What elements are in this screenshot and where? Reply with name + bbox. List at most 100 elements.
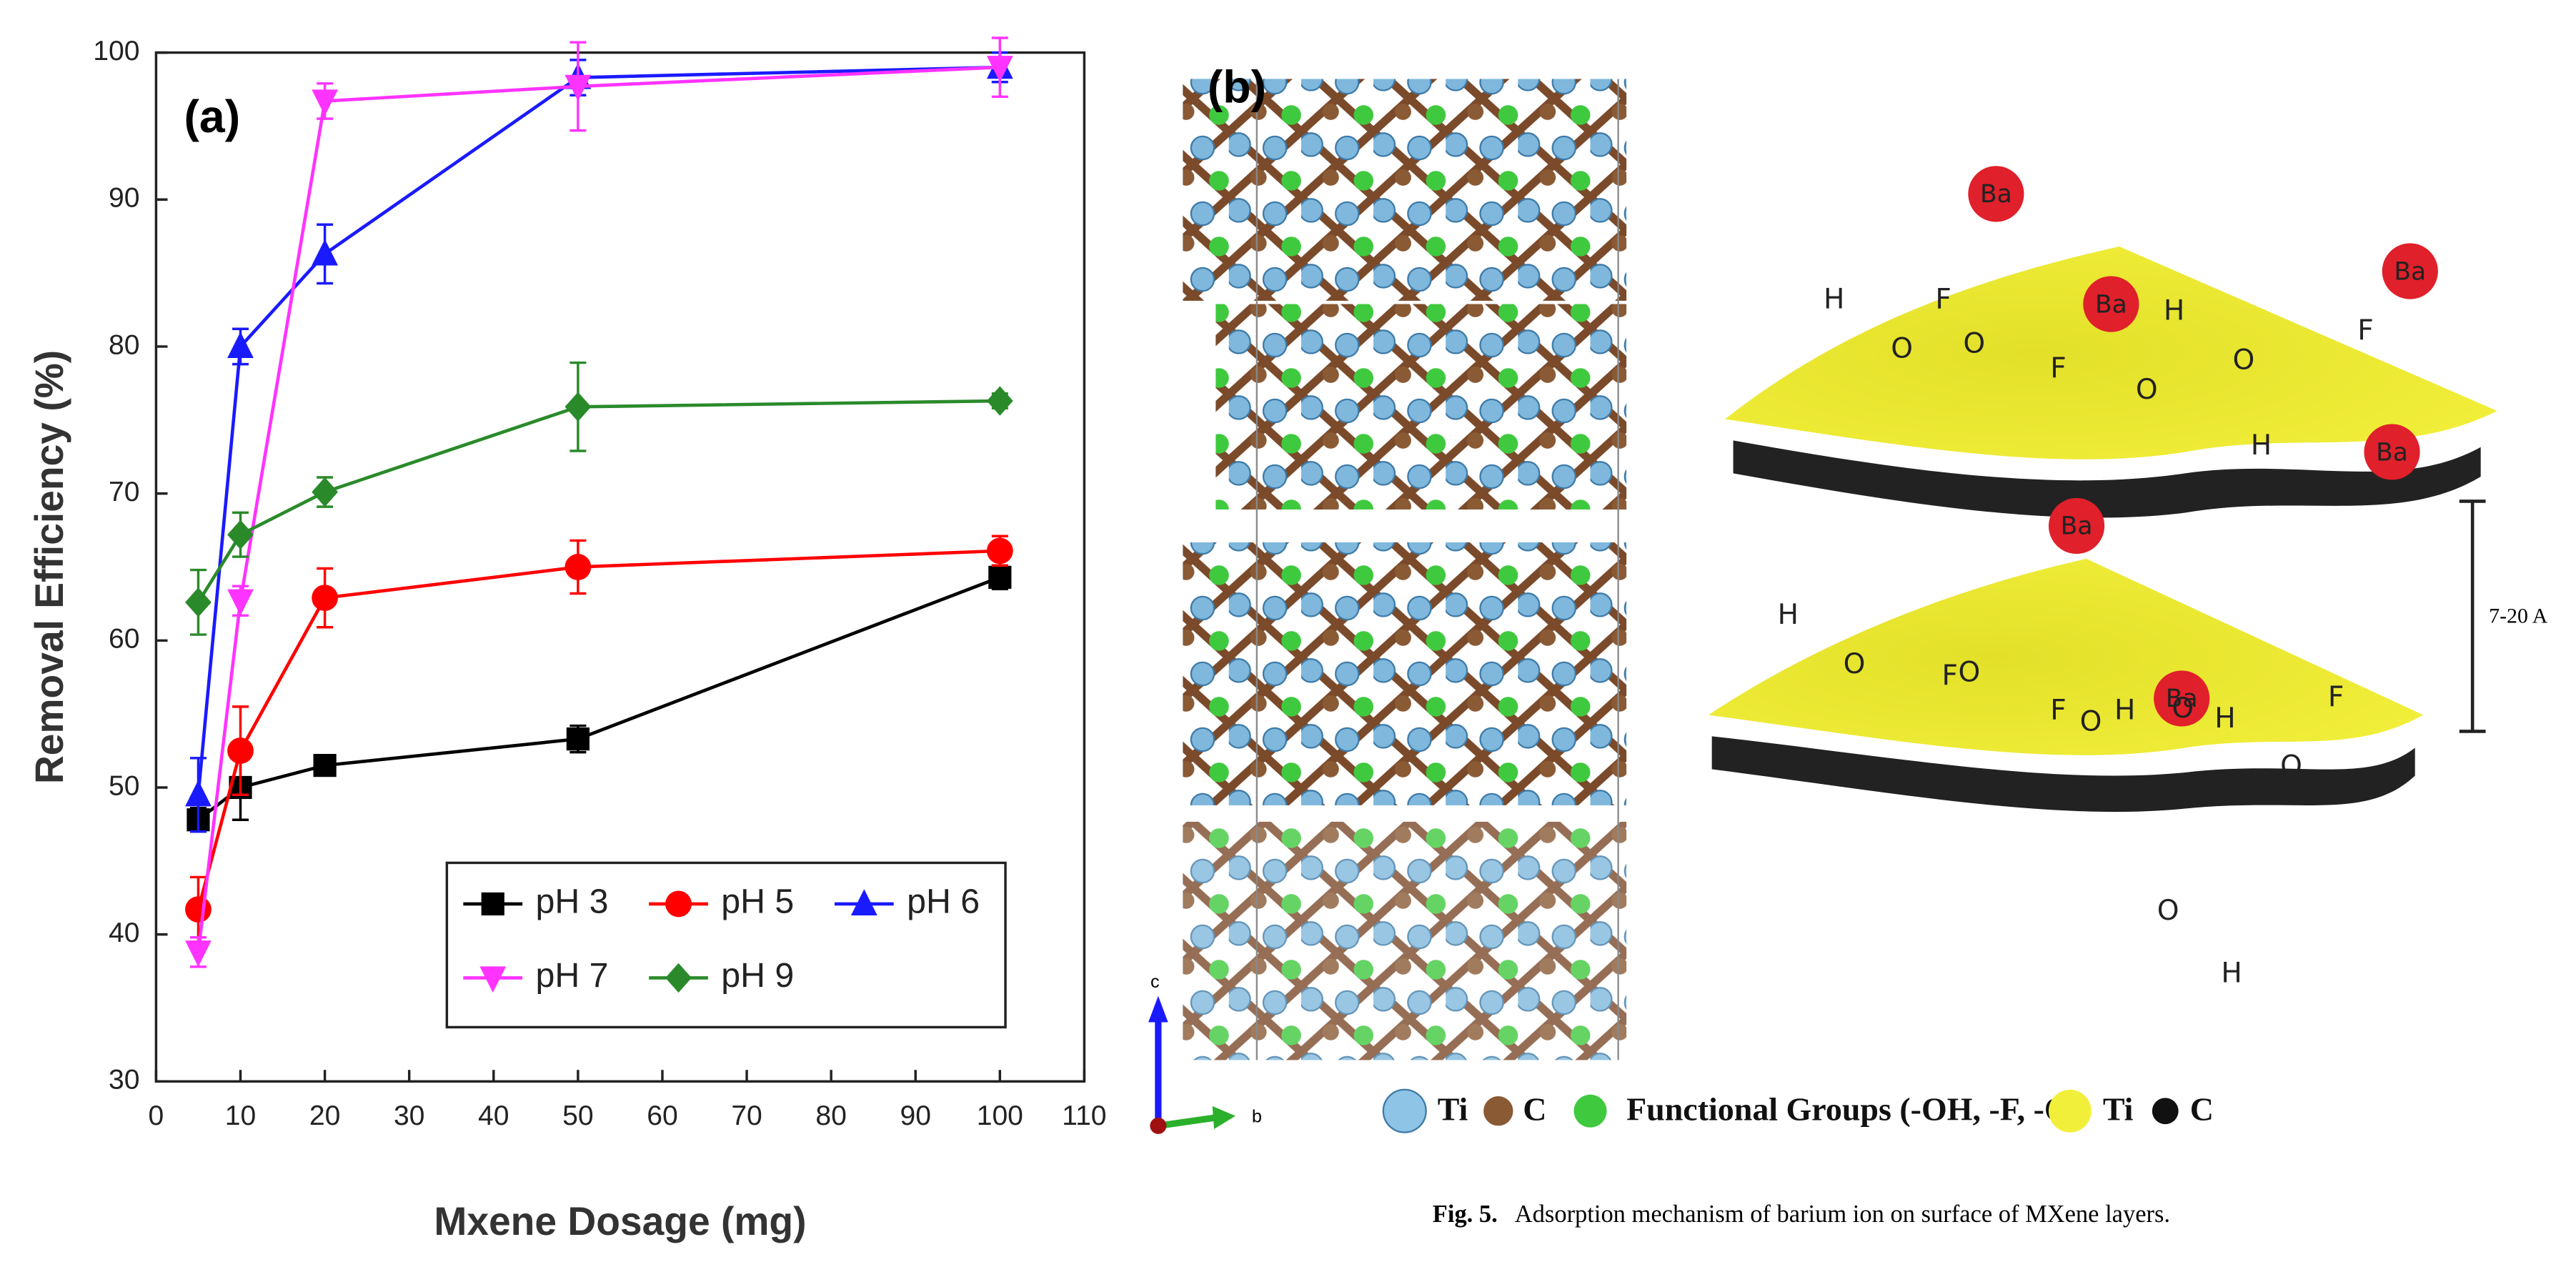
x-axis-title: Mxene Dosage (mg): [434, 1199, 806, 1243]
series-line: [197, 575, 1001, 822]
legend: pH 3 pH 5 pH 6 pH 7 pH 9: [445, 861, 1007, 1029]
series-line: [197, 399, 1000, 604]
legend-label: C: [2190, 1091, 2214, 1128]
x-tick-label: 20: [309, 1100, 340, 1131]
atom-label: O: [2172, 692, 2194, 725]
panel-label: (a): [184, 91, 241, 142]
legend-label: Ti: [2103, 1091, 2134, 1128]
atom-label: H: [1778, 599, 1799, 631]
marker: [565, 554, 592, 580]
y-tick-label: 50: [109, 770, 139, 801]
atom-label: H: [2251, 429, 2272, 462]
axis-label: c: [1150, 972, 1160, 992]
marker: [665, 890, 692, 918]
marker: [185, 780, 212, 807]
marker: [185, 940, 212, 968]
atom-label: O: [2080, 705, 2102, 737]
atom-label: Ba: [2061, 512, 2093, 541]
legend-label: pH 7: [536, 956, 609, 995]
atom-label: Ba: [1980, 180, 2012, 209]
y-tick-label: 100: [93, 36, 139, 66]
spacing-label: 7-20 A: [2489, 605, 2548, 628]
marker: [566, 727, 590, 751]
marker: [565, 392, 592, 422]
y-tick-label: 60: [109, 624, 139, 655]
marker: [986, 537, 1013, 565]
structure-legend: Ti C Functional Groups (-OH, -F, -O) Ti …: [1382, 1088, 2214, 1133]
y-tick-label: 70: [109, 477, 139, 507]
series-line: [197, 65, 1000, 795]
atom-label: H: [2221, 957, 2242, 989]
marker: [850, 889, 877, 916]
legend-label: Ti: [1438, 1091, 1468, 1128]
marker: [312, 89, 338, 116]
y-tick-label: 90: [109, 183, 139, 214]
atom-label: O: [1959, 656, 1981, 688]
marker: [565, 74, 592, 101]
atom-label: H: [2164, 294, 2184, 327]
atom-label: H: [2114, 694, 2135, 726]
caption: Adsorption mechanism of barium ion on su…: [1515, 1201, 2170, 1228]
marker: [986, 386, 1013, 416]
atom-label: O: [1844, 648, 1866, 680]
marker: [227, 332, 254, 359]
plot-frame: [154, 51, 1086, 1083]
x-tick-label: 50: [562, 1100, 593, 1131]
atom-label: Ba: [2095, 290, 2127, 319]
atom-label: O: [2136, 374, 2158, 406]
caption-label: Fig. 5.: [1433, 1201, 1498, 1228]
x-tick-label: 0: [149, 1100, 164, 1131]
atom-labels: Ba Ba Ba Ba Ba Ba F F F F F F H H H H H …: [1778, 180, 2427, 989]
panel-label: (b): [1208, 61, 1266, 112]
x-tick-label: 90: [900, 1100, 930, 1131]
marker: [227, 589, 254, 616]
mxene-sheets: [1709, 166, 2497, 813]
marker: [479, 966, 507, 993]
series-line: [197, 65, 1000, 953]
atom-label: O: [2319, 475, 2342, 507]
atom-label: O: [2157, 895, 2179, 927]
marker: [312, 477, 338, 507]
x-tick-label: 70: [731, 1100, 762, 1131]
x-tick-label: 10: [225, 1100, 256, 1131]
atom-label: O: [1963, 327, 1985, 359]
atom-label: Ba: [2394, 257, 2426, 286]
marker: [481, 892, 504, 916]
atom-label: F: [2050, 352, 2066, 384]
marker: [227, 520, 254, 550]
x-tick-label: 100: [977, 1100, 1023, 1131]
atom-label: H: [2214, 702, 2235, 735]
y-axis-title: Removal Efficiency (%): [27, 350, 71, 784]
atom-label: F: [2328, 681, 2344, 713]
legend-label: pH 9: [721, 956, 794, 995]
atom-label: F: [1935, 283, 1951, 315]
marker: [185, 896, 212, 923]
legend-label: C: [1523, 1091, 1546, 1128]
atom-label: O: [2232, 344, 2254, 376]
marker: [312, 239, 338, 266]
x-tick-label: 30: [394, 1100, 424, 1131]
atom-label: F: [2050, 694, 2066, 726]
atom-label: Ba: [2166, 685, 2198, 713]
marker: [227, 737, 254, 764]
x-tick-label: 80: [815, 1100, 846, 1131]
axis-label: b: [1252, 1107, 1262, 1127]
y-tick-label: 40: [109, 918, 139, 948]
atom-label: F: [2357, 314, 2373, 347]
x-tick-label: 60: [647, 1100, 677, 1131]
crystal-structure: [1183, 65, 1709, 1060]
atom-label: O: [1891, 332, 1913, 364]
atom-label: O: [2280, 750, 2302, 782]
y-tick-label: 80: [109, 329, 139, 360]
legend-label: Functional Groups (-OH, -F, -O): [1626, 1091, 2081, 1128]
legend-box: [445, 861, 1007, 1029]
marker: [986, 56, 1013, 82]
chart: 0 10 20 30 40 50 60 70 80 90 100 110 30 40 50 60 70 80 90 1…: [27, 36, 1106, 1243]
marker: [988, 565, 1012, 589]
atom-label: H: [1824, 283, 1844, 315]
legend-label: pH 6: [907, 883, 980, 921]
marker: [185, 587, 212, 617]
y-tick-label: 30: [109, 1065, 139, 1095]
x-tick-label: 110: [1062, 1100, 1106, 1131]
